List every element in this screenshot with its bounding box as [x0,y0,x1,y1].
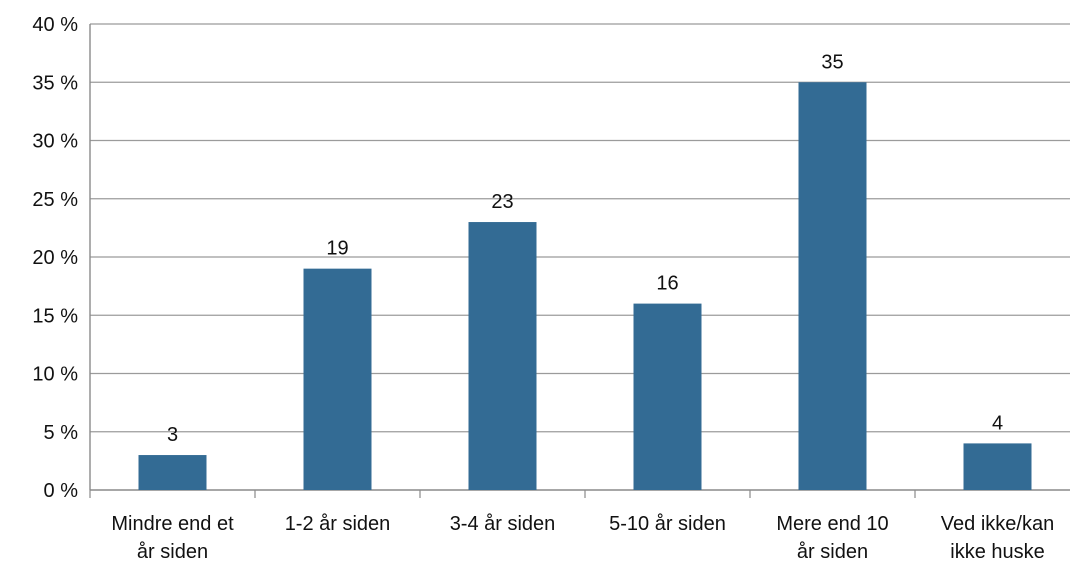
x-category-label-line: Mindre end et [111,513,234,535]
data-label: 3 [167,424,178,446]
x-category-label-line: 3-4 år siden [450,513,556,535]
x-category-label: Ved ikke/kan ikke huske [941,513,1054,563]
x-category-label-line: Mere end 10 [776,513,888,535]
x-category-label-line: Ved ikke/kan [941,513,1054,535]
y-tick-label: 15 % [32,305,78,327]
y-tick-label: 10 % [32,364,78,386]
x-category-label-line: 1-2 år siden [285,513,391,535]
bar [633,303,702,490]
bar [963,443,1032,490]
y-tick-label: 40 % [32,14,78,36]
x-category-label-line: 5-10 år siden [609,513,726,535]
axes [89,24,916,498]
y-tick-label: 0 % [44,480,79,502]
bar [303,268,372,490]
bar [798,82,867,490]
x-category-label-line: år siden [797,541,868,563]
y-tick-label: 30 % [32,131,78,153]
x-category-label: Mindre end et år siden [111,513,234,563]
data-label: 23 [491,191,513,213]
data-label: 35 [821,51,843,73]
x-category-label-line: ikke huske [950,541,1045,563]
y-tick-label: 25 % [32,189,78,211]
x-category-label: Mere end 10 år siden [776,513,888,563]
bars [138,82,1032,491]
data-label: 19 [326,238,348,260]
labels: 0 % 5 % 10 % 15 % 20 % 25 % 30 % 35 % 40 % 3 Mindr… [32,14,1054,563]
x-category-label: 5-10 år siden [609,513,726,535]
data-label: 16 [656,273,678,295]
bar [138,455,207,490]
data-label: 4 [992,412,1003,434]
y-tick-label: 20 % [32,247,78,269]
y-tick-label: 5 % [44,422,79,444]
x-category-label: 3-4 år siden [450,513,556,535]
bar [468,222,537,491]
x-category-label: 1-2 år siden [285,513,391,535]
y-tick-label: 35 % [32,72,78,94]
x-category-label-line: år siden [137,541,208,563]
gridlines [90,23,1070,491]
